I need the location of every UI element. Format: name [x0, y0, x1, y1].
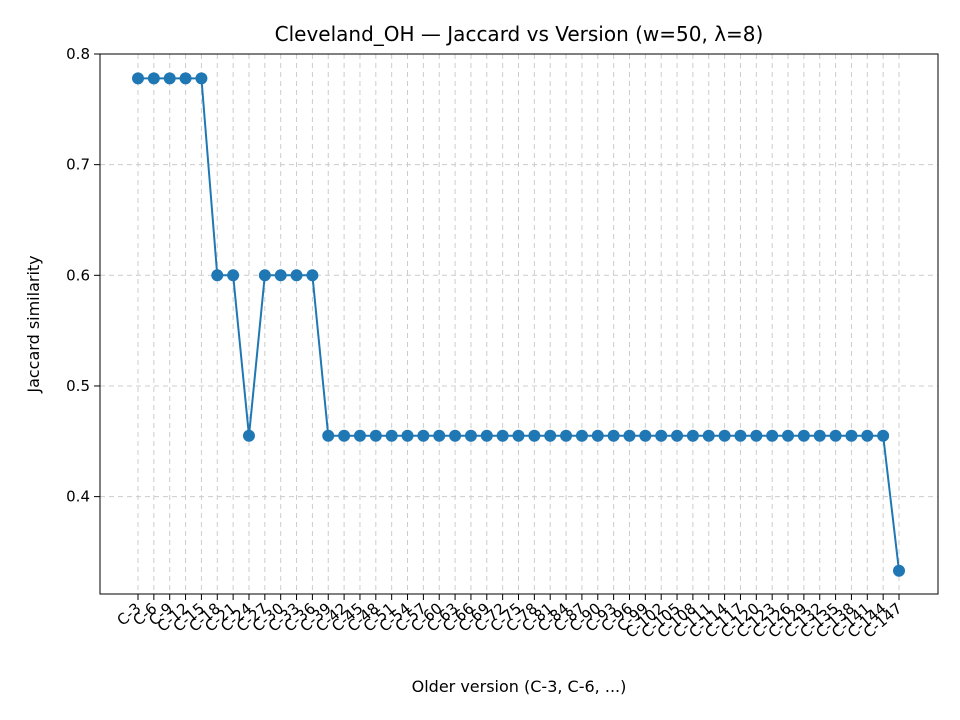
data-point [179, 72, 192, 85]
data-point [829, 429, 842, 442]
data-point [353, 429, 366, 442]
data-point [718, 429, 731, 442]
y-axis-label: Jaccard similarity [24, 255, 43, 393]
data-point [655, 429, 668, 442]
data-point [607, 429, 620, 442]
data-point [433, 429, 446, 442]
y-tick-label: 0.8 [66, 45, 90, 63]
data-point [893, 564, 905, 577]
chart-title: Cleveland_OH — Jaccard vs Version (w=50,… [275, 22, 764, 46]
y-tick-label: 0.7 [66, 156, 90, 174]
data-point [734, 429, 747, 442]
data-point [242, 429, 255, 442]
data-point [528, 429, 541, 442]
data-point [147, 72, 160, 85]
data-point [544, 429, 557, 442]
data-point [163, 72, 176, 85]
data-point [639, 429, 652, 442]
data-point [132, 72, 144, 85]
data-point [766, 429, 779, 442]
data-point [496, 429, 509, 442]
data-point [449, 429, 462, 442]
data-point [322, 429, 335, 442]
data-point [195, 72, 208, 85]
data-point [797, 429, 810, 442]
grid-layer [100, 53, 938, 594]
series-layer [132, 72, 905, 577]
data-point [274, 269, 287, 282]
data-point [401, 429, 414, 442]
data-point [702, 429, 715, 442]
data-point [861, 429, 874, 442]
data-point [782, 429, 795, 442]
data-point [290, 269, 303, 282]
data-point [686, 429, 699, 442]
data-point [480, 429, 493, 442]
data-point [623, 429, 636, 442]
data-point [575, 429, 588, 442]
y-tick-label: 0.6 [66, 266, 90, 284]
data-point [417, 429, 430, 442]
y-tick-label: 0.5 [66, 377, 90, 395]
data-point [306, 269, 319, 282]
data-point [845, 429, 858, 442]
y-axis: 0.4 0.5 0.6 0.7 0.8 [66, 45, 100, 506]
y-tick-label: 0.4 [66, 488, 90, 506]
data-point [369, 429, 382, 442]
data-point [750, 429, 763, 442]
x-axis-label: Older version (C-3, C-6, ...) [412, 677, 627, 696]
data-point [338, 429, 351, 442]
data-point [464, 429, 477, 442]
data-point [813, 429, 826, 442]
data-point [227, 269, 240, 282]
data-point [877, 429, 890, 442]
x-axis: C-3C-6C-9C-12C-15C-18C-21C-24C-27C-30C-3… [114, 594, 906, 642]
data-point [560, 429, 573, 442]
data-point [385, 429, 398, 442]
data-point [671, 429, 684, 442]
data-point [211, 269, 224, 282]
data-point [512, 429, 525, 442]
data-point [591, 429, 604, 442]
data-point [258, 269, 271, 282]
